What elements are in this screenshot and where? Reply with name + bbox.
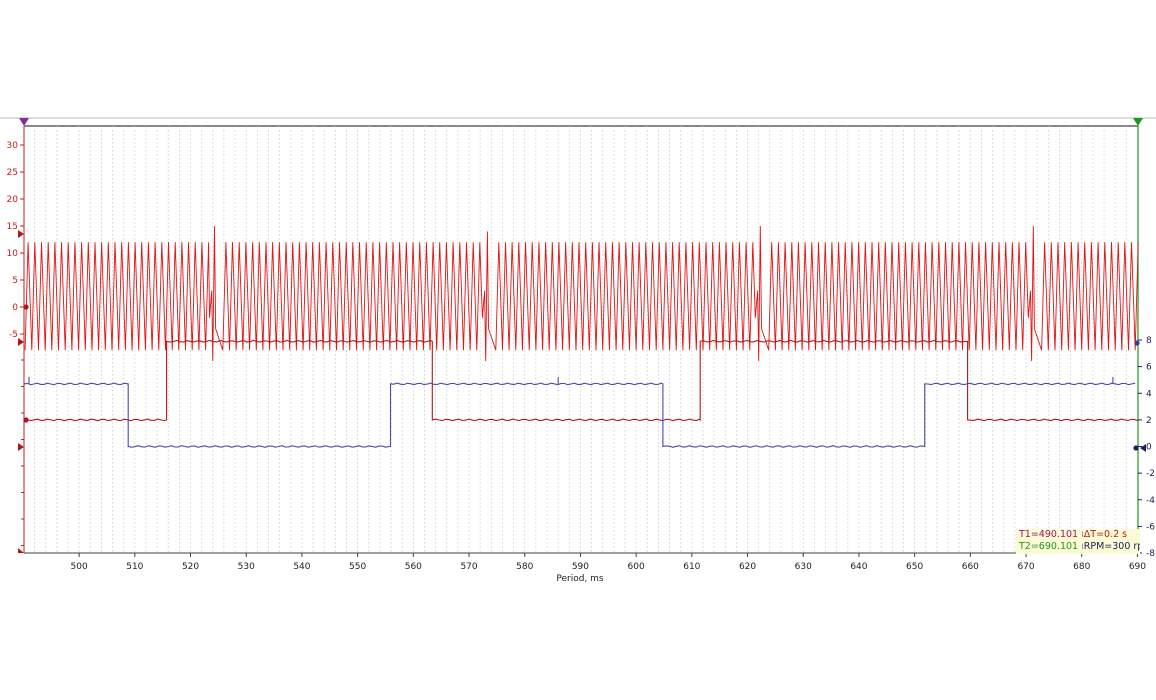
plot-grid [34, 126, 1127, 553]
x-tick-label: 650 [906, 562, 923, 572]
delta-t-readout: ΔT=0.2 s [1083, 529, 1128, 540]
x-tick-label: 590 [572, 562, 589, 572]
channel-bottom-marker[interactable] [18, 548, 24, 553]
signal-traces [23, 225, 1139, 448]
x-tick-label: 560 [405, 562, 422, 572]
y-right-tick-label: 4 [1146, 389, 1152, 399]
y-left-tick-label: 30 [7, 141, 19, 151]
x-tick-label: 500 [71, 562, 88, 572]
level-marker [23, 304, 29, 310]
cursor-t2-readout: T2=690.101 [1019, 541, 1079, 552]
channel-right-marker[interactable] [1140, 444, 1146, 452]
x-tick-label: 630 [795, 562, 812, 572]
x-tick-label: 570 [460, 562, 477, 572]
x-tick-label: 690 [1129, 562, 1146, 572]
cursor-info-box: T1=490.101 ıΔT=0.2 s T2=690.101 ıRPM=300… [1016, 529, 1140, 554]
x-axis-label: Period, ms [556, 574, 604, 584]
y-left-tick-label: 5 [12, 276, 18, 286]
x-tick-label: 670 [1017, 562, 1034, 572]
y-right-tick-label: 2 [1146, 416, 1152, 426]
y-left-tick-label: 0 [12, 303, 18, 313]
rpm-readout: RPM=300 rp [1083, 541, 1140, 552]
x-tick-label: 680 [1073, 562, 1090, 572]
y-right-tick-label: 6 [1146, 363, 1152, 373]
channel-3-marker[interactable] [18, 443, 24, 451]
y-left-tick-label: 15 [7, 222, 18, 232]
x-tick-label: 550 [349, 562, 366, 572]
series-high_freq [24, 225, 1139, 362]
y-right-tick-label: -8 [1146, 549, 1155, 559]
channel-2-marker[interactable] [18, 338, 24, 346]
cursor-t2-marker[interactable] [1133, 118, 1143, 126]
x-tick-label: 610 [683, 562, 700, 572]
x-tick-label: 600 [628, 562, 645, 572]
x-tick-label: 620 [739, 562, 756, 572]
y-left-tick-label: 10 [7, 249, 19, 259]
y-right-tick-label: -2 [1146, 469, 1155, 479]
x-tick-label: 520 [182, 562, 199, 572]
y-right-tick-label: 8 [1146, 336, 1152, 346]
plot-markers[interactable] [18, 118, 1146, 553]
x-tick-label: 660 [962, 562, 979, 572]
y-left-tick-label: 25 [7, 168, 18, 178]
y-right-tick-label: -4 [1146, 496, 1155, 506]
cursor-t1-readout: T1=490.101 [1019, 529, 1079, 540]
y-left-tick-label: 20 [7, 195, 19, 205]
x-tick-label: 540 [293, 562, 310, 572]
cursor-t1-marker[interactable] [19, 118, 29, 126]
plot-frame [0, 117, 1156, 554]
series-square_blue [23, 382, 1136, 448]
x-tick-label: 640 [850, 562, 867, 572]
x-tick-label: 530 [238, 562, 255, 572]
y-left-tick-label: -5 [9, 330, 18, 340]
channel-1-marker[interactable] [18, 230, 24, 238]
y-right-tick-label: 0 [1146, 443, 1152, 453]
x-tick-label: 510 [126, 562, 143, 572]
plot-axes: 500 510 520 530 540 550 560 570 580 590 600 610 620 6… [7, 141, 1156, 572]
y-right-tick-label: -6 [1146, 522, 1155, 532]
series-square_red [23, 339, 1139, 422]
x-tick-label: 580 [516, 562, 533, 572]
level-marker [1133, 445, 1139, 451]
level-marker [23, 417, 29, 423]
level-marker [1134, 340, 1140, 346]
